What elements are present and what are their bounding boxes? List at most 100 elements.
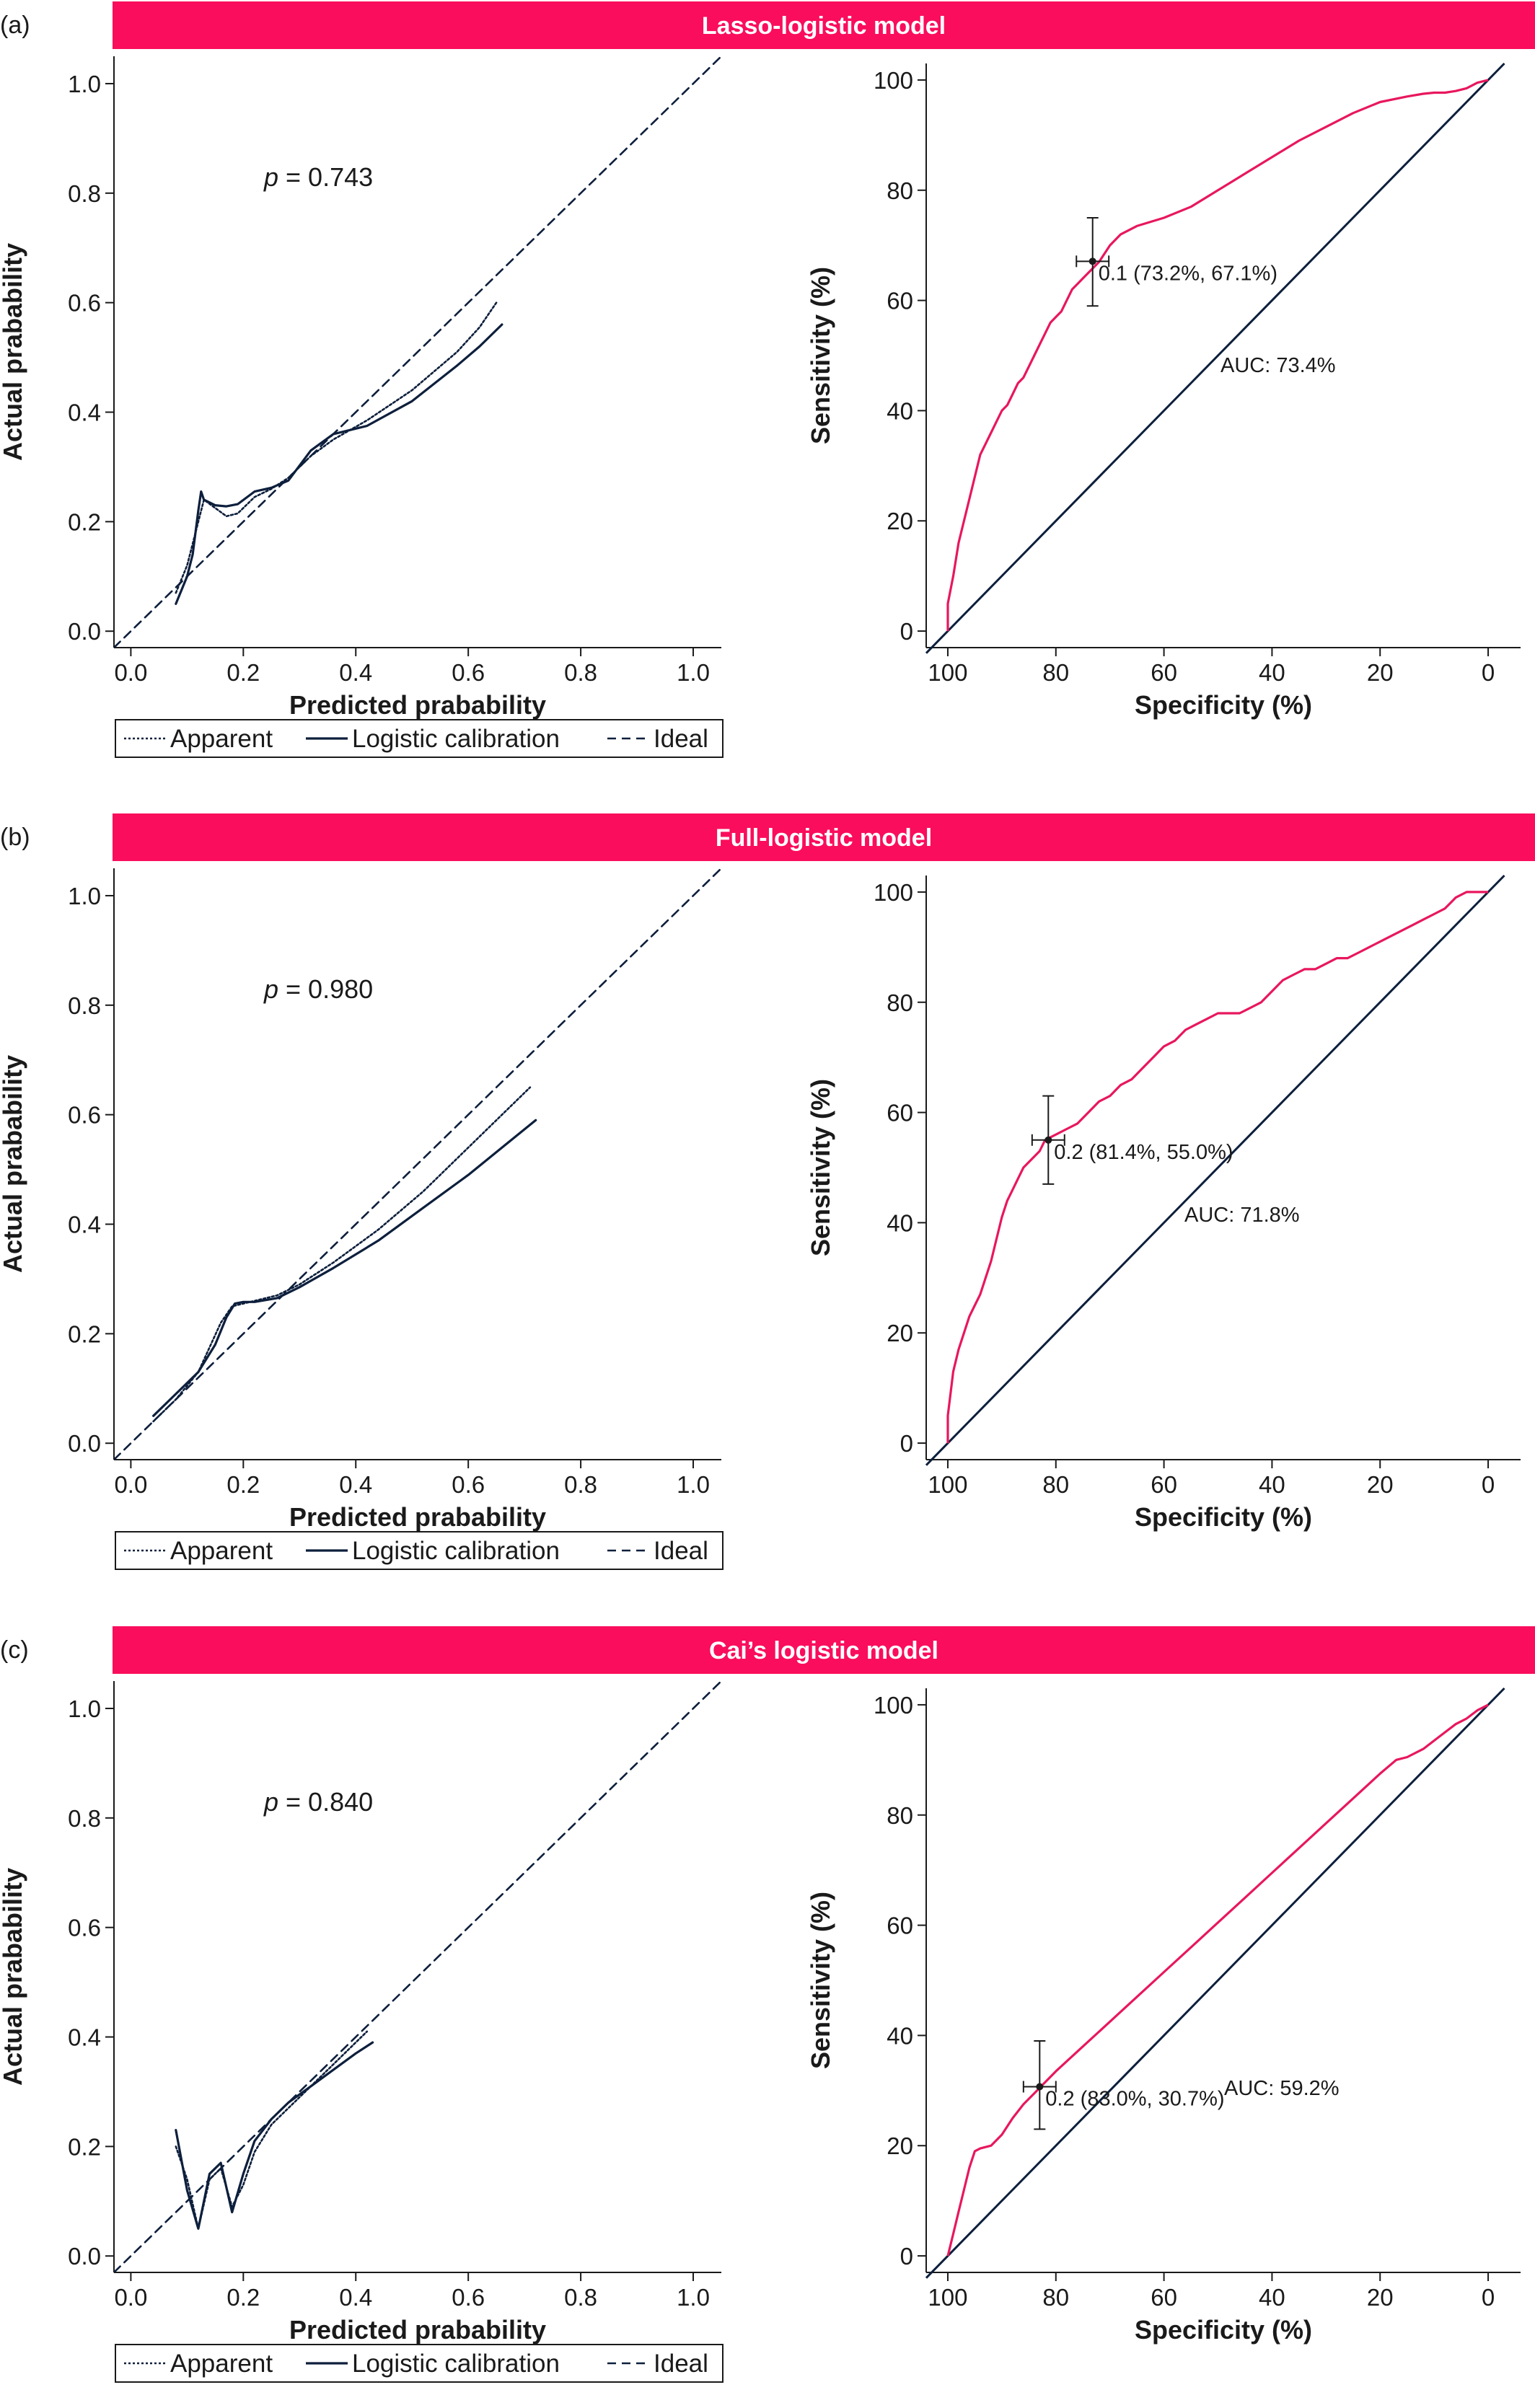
x-tick-label: 0.8	[564, 659, 597, 686]
calibration-series-logistic-calibration	[175, 2041, 374, 2230]
y-tick-label: 60	[887, 288, 913, 314]
threshold-point	[1088, 257, 1096, 265]
y-tick-label: 0.2	[68, 508, 101, 535]
x-tick-label: 60	[1151, 1471, 1177, 1498]
panel-banner	[113, 1, 1535, 49]
panel-tag: (a)	[0, 12, 30, 39]
x-tick-label: 20	[1367, 659, 1394, 686]
auc-label: AUC: 59.2%	[1224, 2077, 1340, 2100]
calibration-series-logistic-calibration	[152, 1119, 537, 1417]
x-tick-label: 0.4	[339, 659, 372, 686]
y-tick-label: 20	[887, 2133, 913, 2159]
p-value: = 0.743	[278, 162, 373, 192]
x-tick-label: 60	[1151, 659, 1177, 686]
calibration-series-ideal	[114, 868, 721, 1460]
panel-tag: (b)	[0, 824, 30, 851]
x-tick-label: 1.0	[677, 2284, 710, 2311]
x-axis-label: Predicted prabability	[289, 2315, 546, 2345]
legend-label: Apparent	[170, 2350, 273, 2378]
x-tick-label: 0.2	[226, 2284, 260, 2311]
y-tick-label: 0.8	[68, 992, 101, 1019]
roc-reference-line	[925, 1687, 1505, 2279]
x-tick-label: 80	[1042, 1471, 1069, 1498]
threshold-point	[1044, 1136, 1052, 1144]
panel-banner	[113, 813, 1535, 861]
calibration-plot: 0.0 0.0 0.2 0.2 0.4 0.4 0.6 0.6 0.8 0.8 1.0 1.0 Pred…	[0, 1681, 723, 2383]
x-tick-label: 0.6	[452, 2284, 485, 2311]
calibration-series-apparent	[175, 301, 498, 594]
legend-label: Apparent	[170, 725, 273, 753]
x-tick-label: 0	[1482, 659, 1495, 686]
x-tick-label: 0.4	[339, 1471, 372, 1498]
x-tick-label: 0.2	[226, 659, 260, 686]
legend-label: Ideal	[654, 725, 708, 753]
p-symbol: p	[263, 974, 278, 1004]
x-axis-label: Specificity (%)	[1135, 2315, 1312, 2345]
calibration-series-apparent	[152, 1086, 532, 1423]
legend-box	[115, 719, 723, 758]
legend-box	[115, 1531, 723, 1570]
panel-title: Cai’s logistic model	[709, 1637, 938, 1664]
y-tick-label: 40	[887, 2022, 913, 2049]
y-tick-label: 60	[887, 1913, 913, 1939]
roc-plot: 100 80 60 40 20 0 0 20 40 60 80 100 Specificity (%) S…	[806, 874, 1521, 1532]
calibration-plot: 0.0 0.0 0.2 0.2 0.4 0.4 0.6 0.6 0.8 0.8 1.0 1.0 Pred…	[0, 56, 723, 758]
y-tick-label: 0.6	[68, 1915, 101, 1941]
p-value-label: p = 0.980	[263, 974, 373, 1004]
calibration-series-logistic-calibration	[175, 323, 503, 605]
y-tick-label: 0.4	[68, 1212, 101, 1238]
x-tick-label: 0.0	[114, 1471, 147, 1498]
legend-box	[115, 2344, 723, 2383]
y-axis-label: Sensitivity (%)	[806, 267, 835, 444]
y-tick-label: 0.2	[68, 1320, 101, 1347]
x-tick-label: 0	[1482, 2284, 1495, 2311]
x-tick-label: 80	[1042, 2284, 1069, 2311]
y-tick-label: 100	[874, 67, 913, 94]
x-tick-label: 20	[1367, 1471, 1394, 1498]
x-tick-label: 60	[1151, 2284, 1177, 2311]
y-axis-label: Sensitivity (%)	[806, 1079, 835, 1256]
x-tick-label: 1.0	[677, 1471, 710, 1498]
roc-reference-line	[925, 874, 1505, 1466]
y-tick-label: 80	[887, 1802, 913, 1829]
x-tick-label: 100	[928, 659, 967, 686]
p-value: = 0.980	[278, 974, 373, 1004]
calibration-series-ideal	[114, 56, 721, 648]
roc-plot: 100 80 60 40 20 0 0 20 40 60 80 100 Specificity (%) S…	[806, 62, 1521, 720]
legend-label: Logistic calibration	[352, 2350, 560, 2378]
y-tick-label: 100	[874, 879, 913, 906]
roc-curve	[946, 79, 1489, 632]
x-tick-label: 40	[1259, 1471, 1285, 1498]
y-tick-label: 0.0	[68, 2243, 101, 2270]
y-tick-label: 0	[900, 618, 913, 645]
y-tick-label: 0.6	[68, 290, 101, 317]
x-tick-label: 20	[1367, 2284, 1394, 2311]
panel-c: (c) Cai’s logistic model0.00.00.20.20.40.…	[0, 1626, 1535, 2383]
legend-label: Ideal	[654, 1537, 708, 1565]
x-axis-label: Specificity (%)	[1135, 690, 1312, 720]
threshold-label: 0.1 (73.2%, 67.1%)	[1099, 262, 1277, 285]
y-tick-label: 0.0	[68, 618, 101, 645]
y-tick-label: 20	[887, 508, 913, 534]
p-symbol: p	[263, 1787, 278, 1817]
y-tick-label: 0	[900, 1430, 913, 1457]
calibration-series-ideal	[114, 1681, 721, 2272]
y-tick-label: 100	[874, 1692, 913, 1719]
calibration-legend: Apparent Logistic calibration Ideal	[115, 719, 723, 758]
x-tick-label: 0.8	[564, 1471, 597, 1498]
y-tick-label: 1.0	[68, 71, 101, 97]
x-tick-label: 100	[928, 1471, 967, 1498]
y-tick-label: 0.8	[68, 1805, 101, 1832]
y-tick-label: 80	[887, 989, 913, 1016]
roc-curve	[946, 1703, 1489, 2257]
x-tick-label: 0.6	[452, 1471, 485, 1498]
y-tick-label: 0	[900, 2243, 913, 2270]
legend-label: Ideal	[654, 2350, 708, 2378]
y-tick-label: 0.0	[68, 1430, 101, 1457]
x-tick-label: 0.8	[564, 2284, 597, 2311]
x-axis-label: Predicted prabability	[289, 1502, 546, 1532]
panel-b: (b) Full-logistic model 0.0 0.0 0.2 0.2 0.4 0.4…	[0, 813, 1535, 1570]
x-tick-label: 40	[1259, 659, 1285, 686]
x-tick-label: 0	[1482, 1471, 1495, 1498]
